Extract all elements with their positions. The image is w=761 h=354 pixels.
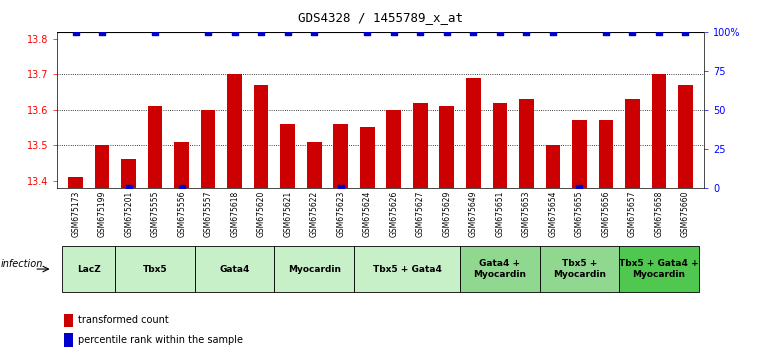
Bar <box>68 177 83 188</box>
Bar <box>116 246 195 292</box>
Bar <box>95 145 110 188</box>
Point <box>69 29 81 35</box>
Point <box>335 185 347 190</box>
Bar <box>460 246 540 292</box>
Bar <box>148 106 162 188</box>
Bar <box>440 106 454 188</box>
Point <box>626 29 638 35</box>
Bar <box>466 78 481 188</box>
Point <box>600 29 612 35</box>
Point <box>176 185 188 190</box>
Point <box>96 29 108 35</box>
Text: Gata4 +
Myocardin: Gata4 + Myocardin <box>473 259 527 279</box>
Point <box>546 29 559 35</box>
Bar <box>174 142 189 188</box>
Bar <box>387 110 401 188</box>
Bar <box>333 124 348 188</box>
Bar <box>307 142 321 188</box>
Bar <box>599 120 613 188</box>
Bar <box>280 124 295 188</box>
Text: LacZ: LacZ <box>77 264 100 274</box>
Bar <box>413 103 428 188</box>
Text: Tbx5: Tbx5 <box>143 264 167 274</box>
Point <box>467 29 479 35</box>
Text: Gata4: Gata4 <box>219 264 250 274</box>
Bar <box>254 85 269 188</box>
Bar <box>519 99 533 188</box>
Point <box>255 29 267 35</box>
Point <box>282 29 294 35</box>
Text: Tbx5 + Gata4: Tbx5 + Gata4 <box>373 264 441 274</box>
Bar <box>492 103 507 188</box>
Bar <box>275 246 354 292</box>
Point <box>123 185 135 190</box>
Point <box>228 29 240 35</box>
Bar <box>121 159 136 188</box>
Point <box>387 29 400 35</box>
Point <box>149 29 161 35</box>
Bar <box>625 99 640 188</box>
Point <box>308 29 320 35</box>
Bar <box>678 85 693 188</box>
Bar <box>228 74 242 188</box>
Bar <box>546 145 560 188</box>
Bar <box>62 246 116 292</box>
Point <box>414 29 426 35</box>
Text: GDS4328 / 1455789_x_at: GDS4328 / 1455789_x_at <box>298 11 463 24</box>
Bar <box>651 74 666 188</box>
Text: percentile rank within the sample: percentile rank within the sample <box>78 335 243 345</box>
Point <box>441 29 453 35</box>
Text: Myocardin: Myocardin <box>288 264 341 274</box>
Bar <box>619 246 699 292</box>
Bar <box>63 314 73 327</box>
Bar <box>540 246 619 292</box>
Text: infection: infection <box>2 258 43 269</box>
Point <box>680 29 692 35</box>
Point <box>202 29 215 35</box>
Bar <box>63 333 73 347</box>
Point <box>653 29 665 35</box>
Text: Tbx5 +
Myocardin: Tbx5 + Myocardin <box>552 259 606 279</box>
Bar <box>354 246 460 292</box>
Text: Tbx5 + Gata4 +
Myocardin: Tbx5 + Gata4 + Myocardin <box>619 259 699 279</box>
Point <box>573 185 585 190</box>
Point <box>361 29 374 35</box>
Bar <box>195 246 275 292</box>
Bar <box>360 127 374 188</box>
Point <box>521 29 533 35</box>
Point <box>494 29 506 35</box>
Bar <box>201 110 215 188</box>
Text: transformed count: transformed count <box>78 315 168 325</box>
Bar <box>572 120 587 188</box>
